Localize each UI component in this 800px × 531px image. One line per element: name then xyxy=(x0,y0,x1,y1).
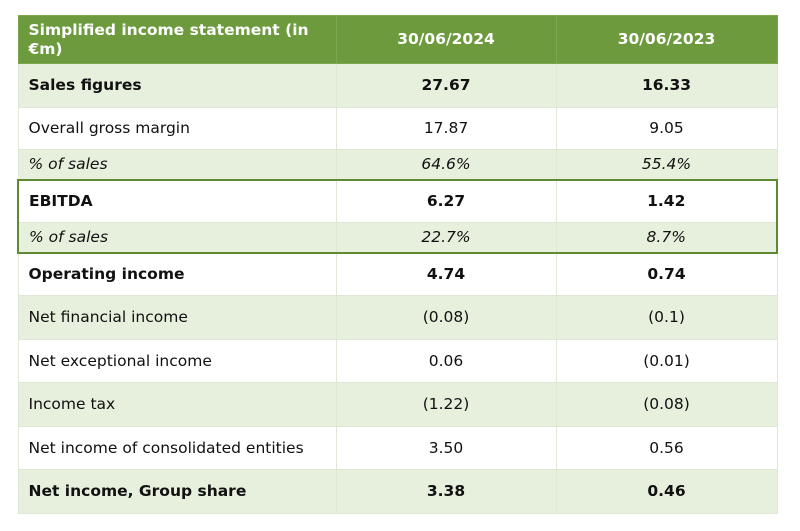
table-row-income-tax: Income tax (1.22) (0.08) xyxy=(17,382,778,427)
header-2023: 30/06/2023 xyxy=(555,15,778,64)
row-label: % of sales xyxy=(17,222,337,254)
value-2023: 16.33 xyxy=(555,63,778,108)
value-2024: 27.67 xyxy=(335,63,557,108)
value-2023: (0.01) xyxy=(555,339,778,383)
row-label: Income tax xyxy=(17,382,337,427)
value-2023: 0.46 xyxy=(555,469,778,514)
row-label: EBITDA xyxy=(17,179,337,223)
value-2024: (0.08) xyxy=(335,295,557,340)
table-row-sales-figures: Sales figures 27.67 16.33 xyxy=(17,63,778,108)
value-2024: 17.87 xyxy=(335,107,557,150)
table-row-ebitda-pct: % of sales 22.7% 8.7% xyxy=(17,222,778,254)
row-label: Net exceptional income xyxy=(17,339,337,383)
value-2024: 64.6% xyxy=(335,149,557,181)
table-row-ebitda: EBITDA 6.27 1.42 xyxy=(17,179,778,223)
row-label: % of sales xyxy=(17,149,337,181)
row-label: Overall gross margin xyxy=(17,107,337,150)
table-row-net-income-consolidated: Net income of consolidated entities 3.50… xyxy=(17,426,778,470)
row-label: Net income, Group share xyxy=(17,469,337,514)
value-2023: 9.05 xyxy=(555,107,778,150)
table-header-row: Simplified income statement (in €m) 30/0… xyxy=(17,15,778,64)
row-label: Net income of consolidated entities xyxy=(17,426,337,470)
table-row-operating-income: Operating income 4.74 0.74 xyxy=(17,252,778,296)
header-label: Simplified income statement (in €m) xyxy=(17,15,337,64)
value-2023: 55.4% xyxy=(555,149,778,181)
value-2024: 3.38 xyxy=(335,469,557,514)
row-label: Net financial income xyxy=(17,295,337,340)
value-2023: 1.42 xyxy=(555,179,778,223)
table-row-net-financial-income: Net financial income (0.08) (0.1) xyxy=(17,295,778,340)
header-2024: 30/06/2024 xyxy=(335,15,557,64)
row-label: Sales figures xyxy=(17,63,337,108)
value-2024: 4.74 xyxy=(335,252,557,296)
income-statement-table-container: Simplified income statement (in €m) 30/0… xyxy=(17,15,778,514)
income-statement-table: Simplified income statement (in €m) 30/0… xyxy=(17,15,778,514)
value-2023: 8.7% xyxy=(555,222,778,254)
value-2024: 22.7% xyxy=(335,222,557,254)
row-label: Operating income xyxy=(17,252,337,296)
table-row-gross-margin: Overall gross margin 17.87 9.05 xyxy=(17,107,778,150)
table-row-net-income-group-share: Net income, Group share 3.38 0.46 xyxy=(17,469,778,514)
value-2024: (1.22) xyxy=(335,382,557,427)
value-2023: (0.08) xyxy=(555,382,778,427)
value-2023: (0.1) xyxy=(555,295,778,340)
value-2023: 0.56 xyxy=(555,426,778,470)
value-2023: 0.74 xyxy=(555,252,778,296)
value-2024: 6.27 xyxy=(335,179,557,223)
table-row-net-exceptional-income: Net exceptional income 0.06 (0.01) xyxy=(17,339,778,383)
table-row-gross-margin-pct: % of sales 64.6% 55.4% xyxy=(17,149,778,181)
value-2024: 3.50 xyxy=(335,426,557,470)
value-2024: 0.06 xyxy=(335,339,557,383)
